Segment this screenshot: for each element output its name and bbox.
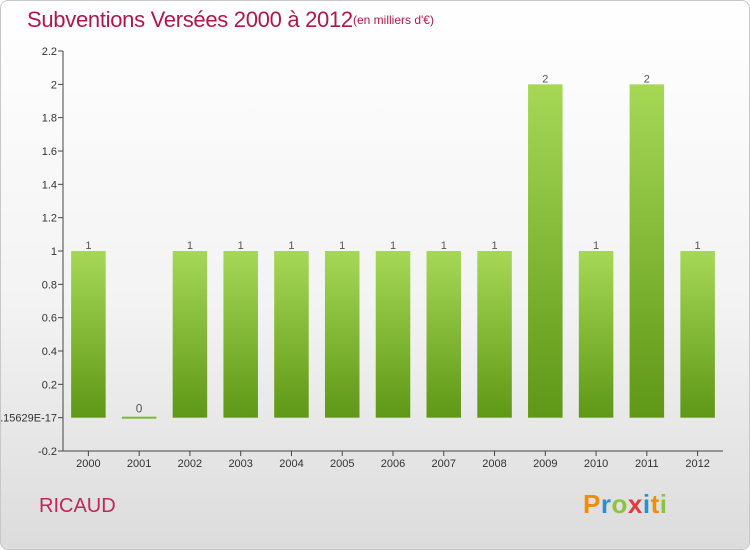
y-tick-label: 0.8 [42, 279, 57, 291]
x-tick-label: 2005 [330, 458, 354, 470]
logo-letter: i [659, 489, 668, 519]
logo-letter: x [627, 489, 643, 519]
data-label: 1 [187, 240, 193, 252]
proxiti-logo[interactable]: Proxiti [583, 489, 667, 520]
bar [680, 251, 715, 418]
data-label: 1 [695, 240, 701, 252]
x-tick-label: 2000 [76, 458, 100, 470]
bar [426, 251, 462, 418]
data-label: 0 [136, 402, 143, 416]
y-tick-label: 0.4 [42, 346, 57, 358]
logo-letter: i [642, 489, 651, 519]
data-label: 1 [339, 240, 345, 252]
data-label: 1 [238, 240, 244, 252]
logo-letter: P [583, 489, 601, 519]
x-tick-label: 2009 [533, 458, 557, 470]
x-tick-label: 2008 [482, 458, 506, 470]
bar [578, 251, 614, 418]
y-tick-label: 1.2 [42, 213, 57, 225]
x-tick-label: 2006 [381, 458, 405, 470]
chart-subtitle: (en milliers d'€) [353, 13, 434, 27]
y-tick-label: 1.8 [42, 113, 57, 125]
data-label: 2 [542, 73, 548, 85]
x-tick-label: 2001 [127, 458, 151, 470]
bar [477, 251, 512, 418]
logo-letter: o [611, 489, 628, 519]
y-tick-label: 1.6 [42, 146, 57, 158]
y-tick-label: 0.6 [42, 313, 57, 325]
data-label: 1 [390, 240, 396, 252]
y-tick-label: 2.2 [42, 46, 57, 58]
bar [528, 84, 563, 418]
y-tick-label: -0.2 [38, 446, 57, 458]
data-label: 1 [441, 240, 447, 252]
y-tick-label: 1.4 [42, 179, 57, 191]
logo-letter: t [650, 489, 660, 519]
data-label: 1 [491, 240, 497, 252]
bar [629, 84, 665, 418]
bar [274, 251, 309, 418]
x-tick-label: 2007 [432, 458, 456, 470]
x-tick-label: 2012 [685, 458, 709, 470]
data-label: 1 [593, 240, 599, 252]
x-tick-label: 2011 [635, 458, 659, 470]
bar [172, 251, 208, 418]
commune-name: RICAUD [39, 495, 116, 517]
x-tick-label: 2004 [279, 458, 303, 470]
data-label: 1 [85, 240, 91, 252]
data-label: 1 [288, 240, 294, 252]
y-tick-label: 1 [51, 246, 57, 258]
x-tick-label: 2002 [178, 458, 202, 470]
x-tick-label: 2010 [584, 458, 608, 470]
data-label: 2 [644, 73, 650, 85]
chart-title: Subventions Versées 2000 à 2012 [27, 7, 353, 32]
y-tick-label: 2 [51, 79, 57, 91]
bar [121, 416, 157, 419]
bar [375, 251, 411, 418]
bar [223, 251, 258, 418]
bar [324, 251, 360, 418]
bar [71, 251, 106, 418]
logo-letter: r [600, 489, 612, 519]
y-tick-label: -1.15629E-17 [1, 413, 57, 425]
x-tick-label: 2003 [228, 458, 252, 470]
y-tick-label: 0.2 [42, 379, 57, 391]
